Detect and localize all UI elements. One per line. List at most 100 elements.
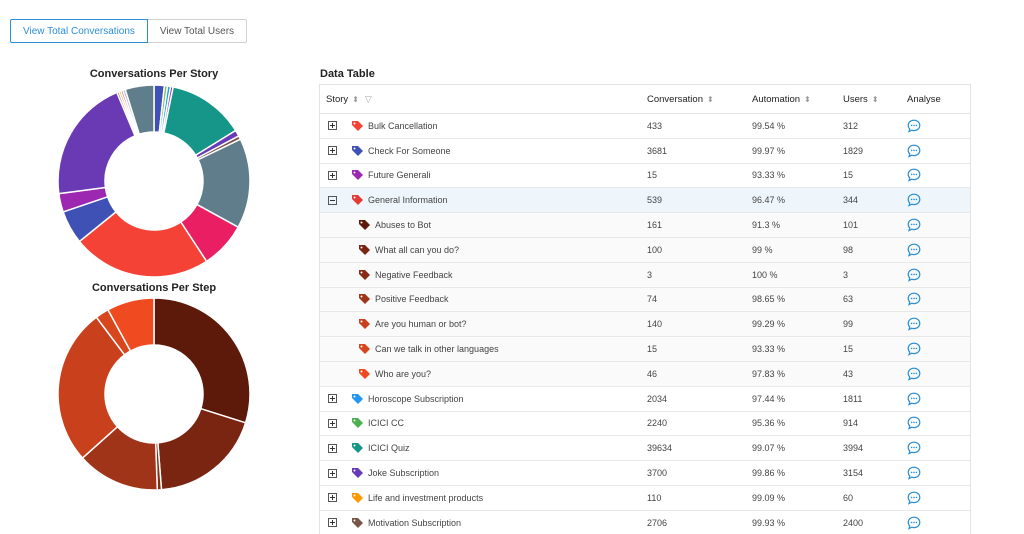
story-chart-title: Conversations Per Story (89, 68, 219, 80)
story-name: Life and investment products (368, 492, 484, 503)
user-count: 2400 (843, 510, 907, 534)
tag-icon (359, 368, 370, 379)
tag-icon (352, 195, 363, 206)
story-name: Bulk Cancellation (368, 120, 438, 131)
table-row[interactable]: ICICI CC 2240 95.36 % 914 (320, 411, 970, 437)
conversation-count: 3681 (647, 138, 752, 164)
chat-bubble-icon[interactable] (907, 392, 921, 406)
conversation-count: 110 (647, 485, 752, 511)
chat-bubble-icon[interactable] (907, 168, 921, 183)
chat-bubble-icon[interactable] (907, 268, 921, 282)
chat-bubble-icon[interactable] (907, 416, 921, 431)
table-row[interactable]: Motivation Subscription 2706 99.93 % 240… (320, 510, 970, 534)
conversation-column-header[interactable]: Conversation ⬍ (647, 85, 752, 114)
automation-column-header[interactable]: Automation ⬍ (752, 85, 843, 114)
view-total-conversations-button[interactable]: View Total Conversations (10, 19, 148, 43)
story-donut-segment[interactable] (58, 91, 137, 195)
table-title: Data Table (320, 68, 375, 80)
step-donut-segment[interactable] (58, 316, 126, 460)
table-header-row: Story ⬍ ▽ Conversation ⬍ Automation ⬍ Users ⬍… (320, 85, 970, 114)
expand-icon[interactable] (328, 468, 337, 478)
step-donut-segment[interactable] (153, 298, 250, 424)
analyse-header-label: Analyse (907, 93, 941, 105)
expand-icon[interactable] (328, 443, 337, 453)
expand-icon[interactable] (328, 518, 337, 528)
tag-icon (352, 443, 363, 454)
table-row[interactable]: General Information 539 96.47 % 344 (320, 187, 970, 214)
story-name: ICICI CC (368, 418, 404, 429)
step-donut-segment[interactable] (157, 407, 247, 490)
user-count: 1829 (843, 138, 907, 164)
conversation-count: 39634 (647, 435, 752, 462)
chat-bubble-icon[interactable] (907, 243, 921, 257)
automation-rate: 99.09 % (752, 485, 843, 511)
chat-bubble-icon[interactable] (907, 317, 921, 332)
chat-bubble-icon[interactable] (907, 367, 921, 381)
story-name: General Information (368, 195, 448, 206)
chat-bubble-icon[interactable] (907, 292, 921, 307)
expand-icon[interactable] (328, 170, 337, 180)
table-row[interactable]: Horoscope Subscription 2034 97.44 % 1811 (320, 386, 970, 412)
story-name: ICICI Quiz (368, 443, 410, 454)
conversation-count: 46 (647, 361, 752, 387)
expand-icon[interactable] (328, 493, 337, 503)
story-donut-segment[interactable] (78, 210, 208, 277)
story-column-header[interactable]: Story ⬍ ▽ (320, 85, 647, 114)
conversation-count: 74 (647, 287, 752, 313)
chat-bubble-icon[interactable] (907, 193, 921, 208)
table-child-row[interactable]: Negative Feedback 3 100 % 3 (320, 262, 970, 288)
conversation-count: 161 (647, 212, 752, 238)
filter-icon[interactable]: ▽ (364, 93, 372, 104)
collapse-icon[interactable] (328, 195, 337, 205)
sort-icon[interactable]: ⬍ (352, 94, 359, 104)
analyse-column-header: Analyse (907, 85, 970, 114)
table-child-row[interactable]: Who are you? 46 97.83 % 43 (320, 361, 970, 387)
table-child-row[interactable]: Are you human or bot? 140 99.29 % 99 (320, 311, 970, 338)
chat-bubble-icon[interactable] (907, 218, 921, 232)
chat-bubble-icon[interactable] (907, 119, 921, 133)
users-header-label: Users (843, 93, 868, 105)
automation-rate: 99 % (752, 237, 843, 263)
chat-bubble-icon[interactable] (907, 441, 921, 456)
user-count: 101 (843, 212, 907, 238)
sort-icon[interactable]: ⬍ (804, 94, 811, 104)
table-row[interactable]: Life and investment products 110 99.09 %… (320, 485, 970, 511)
table-row[interactable]: Future Generali 15 93.33 % 15 (320, 163, 970, 189)
step-donut-segment[interactable] (106, 298, 155, 353)
tag-icon (352, 393, 363, 404)
expand-icon[interactable] (328, 121, 337, 131)
tag-icon (359, 220, 370, 231)
table-row[interactable]: ICICI Quiz 39634 99.07 % 3994 (320, 435, 970, 462)
users-column-header[interactable]: Users ⬍ (843, 85, 907, 114)
user-count: 3994 (843, 435, 907, 462)
chat-bubble-icon[interactable] (907, 144, 921, 158)
story-donut-segment[interactable] (124, 85, 155, 136)
sort-icon[interactable]: ⬍ (871, 94, 879, 104)
conversation-count: 15 (647, 163, 752, 189)
story-name: Future Generali (368, 170, 431, 181)
expand-icon[interactable] (328, 394, 337, 404)
tag-icon (359, 269, 370, 280)
table-child-row[interactable]: Positive Feedback 74 98.65 % 63 (320, 287, 970, 313)
user-count: 99 (843, 311, 907, 338)
automation-rate: 95.36 % (752, 411, 843, 437)
table-row[interactable]: Check For Someone 3681 99.97 % 1829 (320, 138, 970, 164)
story-name: Negative Feedback (375, 269, 453, 280)
automation-rate: 99.97 % (752, 138, 843, 164)
table-child-row[interactable]: What all can you do? 100 99 % 98 (320, 237, 970, 263)
chat-bubble-icon[interactable] (907, 466, 921, 480)
table-row[interactable]: Bulk Cancellation 433 99.54 % 312 (320, 113, 970, 139)
user-count: 15 (843, 163, 907, 189)
table-child-row[interactable]: Can we talk in other languages 15 93.33 … (320, 336, 970, 362)
view-total-users-button[interactable]: View Total Users (147, 19, 248, 43)
table-child-row[interactable]: Abuses to Bot 161 91.3 % 101 (320, 212, 970, 238)
table-row[interactable]: Joke Subscription 3700 99.86 % 3154 (320, 460, 970, 486)
automation-rate: 99.54 % (752, 113, 843, 139)
chat-bubble-icon[interactable] (907, 491, 921, 505)
chat-bubble-icon[interactable] (907, 342, 921, 356)
chat-bubble-icon[interactable] (907, 516, 921, 530)
expand-icon[interactable] (328, 146, 337, 156)
sort-icon[interactable]: ⬍ (706, 94, 714, 104)
expand-icon[interactable] (328, 418, 337, 428)
story-name: Joke Subscription (368, 468, 440, 479)
